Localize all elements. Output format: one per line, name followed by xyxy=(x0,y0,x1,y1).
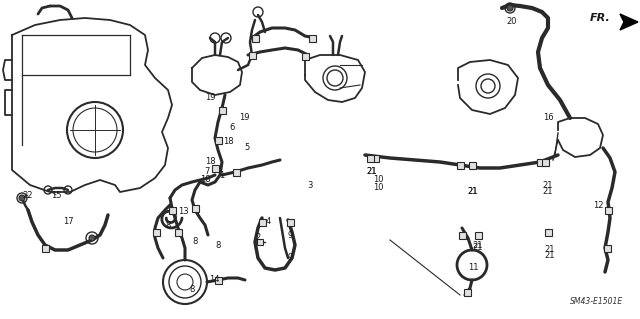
Bar xyxy=(367,154,374,161)
Text: 1: 1 xyxy=(220,170,225,180)
Text: FR.: FR. xyxy=(590,13,611,23)
Text: 21: 21 xyxy=(545,246,556,255)
Text: 21: 21 xyxy=(543,181,553,189)
Bar xyxy=(175,228,182,235)
Bar xyxy=(287,219,294,226)
Text: 18: 18 xyxy=(205,158,215,167)
Bar xyxy=(301,53,308,60)
Bar xyxy=(214,277,221,284)
Text: 21: 21 xyxy=(367,167,377,176)
Bar xyxy=(541,159,548,166)
Bar xyxy=(257,239,263,245)
Bar xyxy=(252,34,259,41)
Text: 4: 4 xyxy=(266,218,271,226)
Bar xyxy=(232,168,239,175)
Text: 21: 21 xyxy=(473,241,483,249)
Bar xyxy=(463,288,470,295)
Bar xyxy=(191,204,198,211)
Bar xyxy=(218,107,225,114)
Text: 17: 17 xyxy=(63,218,74,226)
Text: 16: 16 xyxy=(543,114,554,122)
Text: 11: 11 xyxy=(468,263,478,271)
Text: 15: 15 xyxy=(51,190,61,199)
Bar xyxy=(536,159,543,166)
Circle shape xyxy=(19,195,25,201)
Polygon shape xyxy=(620,14,638,30)
Text: 9: 9 xyxy=(287,232,292,241)
Text: 21: 21 xyxy=(468,188,478,197)
Text: 8: 8 xyxy=(215,241,221,249)
Bar xyxy=(605,206,611,213)
Text: 8: 8 xyxy=(189,286,195,294)
Text: 12: 12 xyxy=(593,201,604,210)
Text: 18: 18 xyxy=(200,175,211,184)
Bar xyxy=(42,244,49,251)
Text: 6: 6 xyxy=(229,123,235,132)
Text: 8: 8 xyxy=(165,220,171,229)
Bar xyxy=(214,137,221,144)
Text: 13: 13 xyxy=(178,207,188,217)
Text: 21: 21 xyxy=(473,243,483,253)
Text: 10: 10 xyxy=(372,183,383,192)
Text: 21: 21 xyxy=(468,188,478,197)
Bar xyxy=(308,34,316,41)
Text: 19: 19 xyxy=(205,93,215,102)
Text: 2: 2 xyxy=(255,234,260,242)
Bar xyxy=(458,232,465,239)
Text: 8: 8 xyxy=(192,238,198,247)
Text: 7: 7 xyxy=(204,167,210,176)
Bar xyxy=(474,232,481,239)
Bar xyxy=(604,244,611,251)
Text: 19: 19 xyxy=(239,114,249,122)
Text: 10: 10 xyxy=(372,175,383,184)
Text: 9: 9 xyxy=(287,254,292,263)
Bar xyxy=(456,161,463,168)
Bar xyxy=(168,206,175,213)
Bar xyxy=(248,51,255,58)
Text: 22: 22 xyxy=(23,190,33,199)
Bar xyxy=(545,228,552,235)
Text: 5: 5 xyxy=(244,144,250,152)
Bar xyxy=(468,161,476,168)
Circle shape xyxy=(89,235,95,241)
Circle shape xyxy=(507,5,513,11)
Text: 20: 20 xyxy=(507,18,517,26)
Text: 14: 14 xyxy=(209,275,220,284)
Text: 21: 21 xyxy=(367,167,377,176)
Bar xyxy=(152,228,159,235)
Text: 21: 21 xyxy=(543,188,553,197)
Text: SM43-E1501E: SM43-E1501E xyxy=(570,298,623,307)
Text: 21: 21 xyxy=(545,250,556,259)
Text: 3: 3 xyxy=(307,181,313,189)
Text: 18: 18 xyxy=(223,137,234,146)
Bar xyxy=(371,154,378,161)
Bar xyxy=(259,219,266,226)
Bar xyxy=(211,165,218,172)
